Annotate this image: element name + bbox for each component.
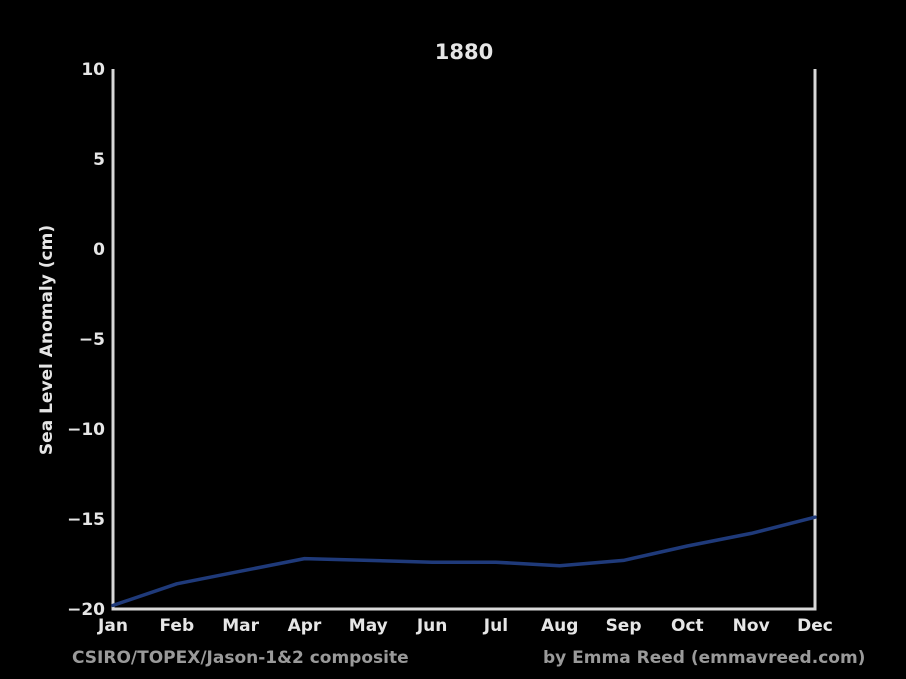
x-tick-label: Jan (97, 616, 128, 636)
y-ticks: 10 5 0 −5 −10 −15 −20 (67, 60, 105, 620)
y-tick-label: −5 (79, 330, 105, 350)
footer-credit: by Emma Reed (emmavreed.com) (543, 648, 866, 668)
y-tick-label: −20 (67, 600, 105, 620)
series-group (111, 515, 817, 608)
footer-source: CSIRO/TOPEX/Jason-1&2 composite (72, 648, 409, 668)
x-tick-label: Sep (606, 616, 642, 636)
y-tick-label: 5 (93, 150, 105, 170)
series-line (111, 515, 817, 608)
axes (111, 69, 817, 611)
x-tick-label: Mar (222, 616, 259, 636)
x-tick-label: Nov (733, 616, 770, 636)
x-tick-label: Apr (288, 616, 322, 636)
x-tick-label: Jul (483, 616, 508, 636)
chart-title: 1880 (435, 40, 493, 64)
y-tick-label: −15 (67, 510, 105, 530)
x-tick-label: May (349, 616, 388, 636)
y-tick-label: 10 (81, 60, 105, 80)
y-tick-label: 0 (93, 240, 105, 260)
x-tick-label: Dec (797, 616, 833, 636)
x-tick-label: Oct (671, 616, 704, 636)
y-tick-label: −10 (67, 420, 105, 440)
y-axis-label: Sea Level Anomaly (cm) (37, 225, 57, 455)
x-tick-label: Aug (541, 616, 578, 636)
x-tick-label: Jun (416, 616, 448, 636)
x-ticks: Jan Feb Mar Apr May Jun Jul Aug Sep Oct Nov Dec (97, 616, 833, 636)
x-tick-label: Feb (160, 616, 195, 636)
